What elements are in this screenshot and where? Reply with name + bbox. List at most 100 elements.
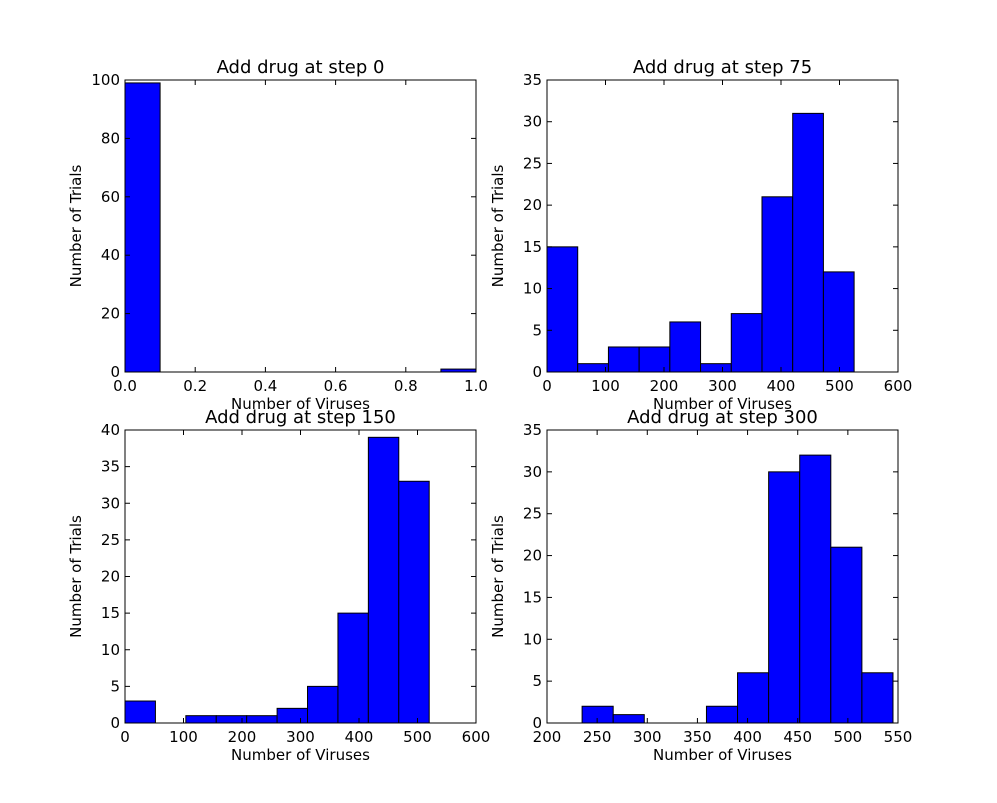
subplot-step-300: 200 250 300 350 400 450 500 550 0 5 10 15 20 25 30 35 Ad… — [489, 407, 912, 764]
x-tick-label: 450 — [783, 728, 812, 746]
histogram-bar — [607, 346, 640, 373]
y-tick-label: 100 — [91, 71, 120, 89]
histogram-bar — [337, 612, 369, 724]
y-tick-label: 15 — [523, 238, 542, 256]
histogram-bar — [730, 313, 763, 373]
histogram-bar — [792, 112, 824, 373]
x-tick-label: 600 — [884, 377, 913, 395]
x-axis-label: Number of Viruses — [231, 395, 370, 413]
y-tick-label: 0 — [110, 714, 120, 732]
y-tick-label: 15 — [523, 588, 542, 606]
x-tick-label: 0 — [542, 377, 552, 395]
y-tick-label: 5 — [532, 321, 542, 339]
histogram-bar — [581, 705, 614, 724]
histogram-bar — [577, 363, 609, 373]
histogram-bar — [737, 672, 770, 724]
histogram-bar — [761, 196, 794, 373]
y-tick-label: 0 — [532, 714, 542, 732]
x-tick-label: 500 — [825, 377, 854, 395]
y-axis-label: Number of Trials — [489, 515, 507, 638]
x-tick-label: 600 — [462, 728, 491, 746]
histogram-bar — [398, 480, 430, 724]
x-tick-label: 0.8 — [394, 377, 418, 395]
x-tick-label: 400 — [733, 728, 762, 746]
y-axis-label: Number of Trials — [67, 164, 85, 287]
x-tick-label: 550 — [884, 728, 913, 746]
x-tick-label: 200 — [650, 377, 679, 395]
x-tick-label: 0.4 — [253, 377, 277, 395]
x-tick-label: 0.6 — [324, 377, 348, 395]
y-tick-label: 20 — [523, 547, 542, 565]
histogram-bar — [612, 714, 645, 724]
y-tick-label: 20 — [101, 305, 120, 323]
subplot-title: Add drug at step 150 — [205, 407, 396, 428]
y-tick-label: 30 — [523, 113, 542, 131]
y-tick-label: 40 — [101, 246, 120, 264]
x-tick-label: 0.2 — [183, 377, 207, 395]
histogram-bar — [669, 321, 702, 373]
x-tick-label: 1.0 — [464, 377, 488, 395]
y-axis-label: Number of Trials — [489, 164, 507, 287]
x-tick-label: 400 — [767, 377, 796, 395]
x-axis-label: Number of Viruses — [231, 746, 370, 764]
subplot-step-75: 0 100 200 300 400 500 600 0 5 10 15 20 25 30 35 Add dru… — [489, 57, 912, 413]
x-axis-label: Number of Viruses — [653, 395, 792, 413]
histogram-bar — [830, 546, 863, 724]
subplot-step-150: 0 100 200 300 400 500 600 0 5 10 15 20 25 30 35 40 Add d… — [67, 407, 490, 764]
x-tick-label: 350 — [683, 728, 712, 746]
histogram-bar — [638, 346, 671, 373]
subplot-step-0: 0.0 0.2 0.4 0.6 0.8 1.0 0 20 40 60 80 100 Add drug a… — [67, 57, 488, 413]
y-tick-label: 15 — [101, 604, 120, 622]
histogram-bar — [705, 705, 739, 724]
y-tick-label: 30 — [523, 463, 542, 481]
y-tick-label: 5 — [532, 672, 542, 690]
y-tick-label: 0 — [110, 363, 120, 381]
x-tick-label: 250 — [583, 728, 612, 746]
y-tick-label: 30 — [101, 494, 120, 512]
y-tick-label: 80 — [101, 129, 120, 147]
x-tick-label: 500 — [403, 728, 432, 746]
y-tick-label: 60 — [101, 188, 120, 206]
histogram-bar — [700, 363, 732, 373]
y-tick-label: 35 — [523, 71, 542, 89]
y-tick-label: 10 — [523, 280, 542, 298]
x-tick-label: 200 — [228, 728, 257, 746]
y-tick-label: 10 — [523, 630, 542, 648]
x-tick-label: 0.0 — [113, 377, 137, 395]
x-tick-label: 200 — [533, 728, 562, 746]
subplot-title: Add drug at step 300 — [627, 407, 818, 428]
x-tick-label: 100 — [591, 377, 620, 395]
y-tick-label: 35 — [523, 421, 542, 439]
histogram-bar — [822, 271, 855, 373]
x-tick-label: 400 — [345, 728, 374, 746]
x-tick-label: 0 — [120, 728, 130, 746]
x-tick-label: 300 — [286, 728, 315, 746]
axes-frame — [546, 429, 899, 724]
y-tick-label: 20 — [523, 196, 542, 214]
y-tick-label: 25 — [101, 531, 120, 549]
histogram-bar — [768, 471, 801, 724]
y-tick-label: 0 — [532, 363, 542, 381]
x-tick-label: 500 — [834, 728, 863, 746]
x-tick-label: 300 — [633, 728, 662, 746]
subplot-title: Add drug at step 75 — [633, 57, 812, 78]
axes-frame — [124, 79, 477, 373]
histogram-bar — [307, 685, 339, 724]
y-tick-label: 35 — [101, 458, 120, 476]
x-axis-label: Number of Viruses — [653, 746, 792, 764]
y-axis-label: Number of Trials — [67, 515, 85, 638]
y-tick-label: 10 — [101, 641, 120, 659]
histogram-bar — [185, 715, 217, 724]
histogram-bar — [124, 82, 161, 373]
y-tick-label: 5 — [110, 677, 120, 695]
histogram-bar — [861, 672, 894, 724]
histogram-bar — [246, 715, 278, 724]
histogram-bar — [799, 454, 832, 724]
histogram-bar — [367, 436, 400, 724]
histogram-bar — [546, 246, 579, 373]
y-tick-label: 40 — [101, 421, 120, 439]
y-tick-label: 25 — [523, 154, 542, 172]
x-tick-label: 300 — [708, 377, 737, 395]
subplot-title: Add drug at step 0 — [217, 57, 385, 78]
